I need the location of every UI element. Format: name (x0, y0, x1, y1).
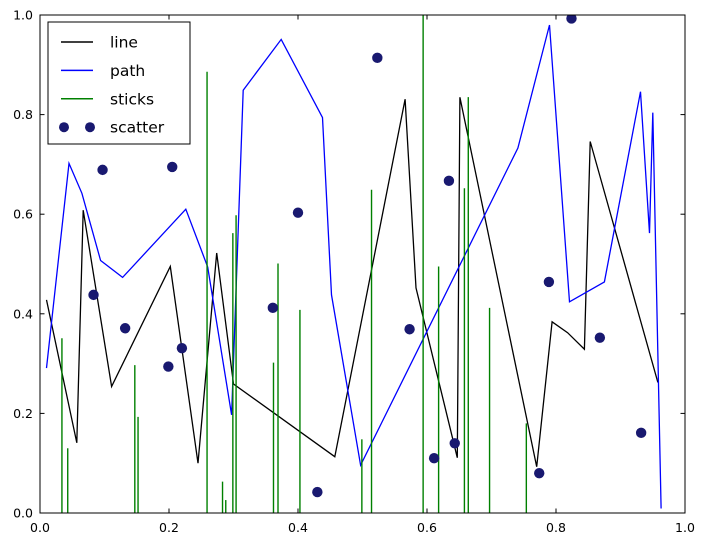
x-tick-label: 0.0 (30, 520, 50, 535)
scatter-point (167, 161, 178, 173)
x-tick-label: 0.4 (288, 520, 308, 535)
scatter-point (566, 15, 577, 24)
series-line (45, 97, 659, 467)
scatter-point (404, 324, 415, 335)
scatter-point (88, 289, 99, 301)
scatter-point (443, 175, 455, 187)
legend-label-sticks: sticks (110, 90, 154, 108)
plot-area (45, 15, 662, 513)
legend-marker-scatter (85, 122, 95, 133)
scatter-point (267, 302, 279, 314)
axes-frame (39, 14, 686, 514)
scatter-point (635, 427, 647, 439)
scatter-point (594, 332, 606, 343)
scatter-point (97, 164, 108, 176)
scatter-point (543, 276, 555, 288)
y-tick-label: 0.8 (13, 107, 33, 122)
scatter-point (372, 52, 383, 64)
legend: line path sticks scatter (47, 21, 191, 145)
scatter-point (534, 467, 545, 479)
x-tick-label: 0.6 (417, 520, 437, 535)
y-tick-label: 0.2 (13, 406, 33, 421)
x-tick-label: 0.2 (159, 520, 179, 535)
legend-label-line: line (110, 34, 138, 52)
scatter-point (312, 486, 323, 498)
scatter-point (176, 342, 188, 354)
legend-label-scatter: scatter (110, 119, 165, 137)
scatter-point (428, 453, 440, 464)
y-tick-label: 0.0 (13, 506, 33, 521)
legend-label-path: path (110, 62, 145, 80)
x-tick-label: 0.8 (546, 520, 566, 535)
series-path (45, 24, 662, 509)
scatter-point (163, 361, 174, 372)
scatter-point (449, 438, 460, 449)
scatter-point (292, 207, 304, 218)
x-tick-label: 1.0 (675, 520, 695, 535)
y-tick-label: 0.4 (13, 306, 33, 321)
y-tick-label: 1.0 (13, 8, 33, 23)
legend-marker-scatter (59, 122, 69, 133)
scatter-point (119, 323, 131, 334)
y-tick-label: 0.6 (13, 207, 33, 222)
